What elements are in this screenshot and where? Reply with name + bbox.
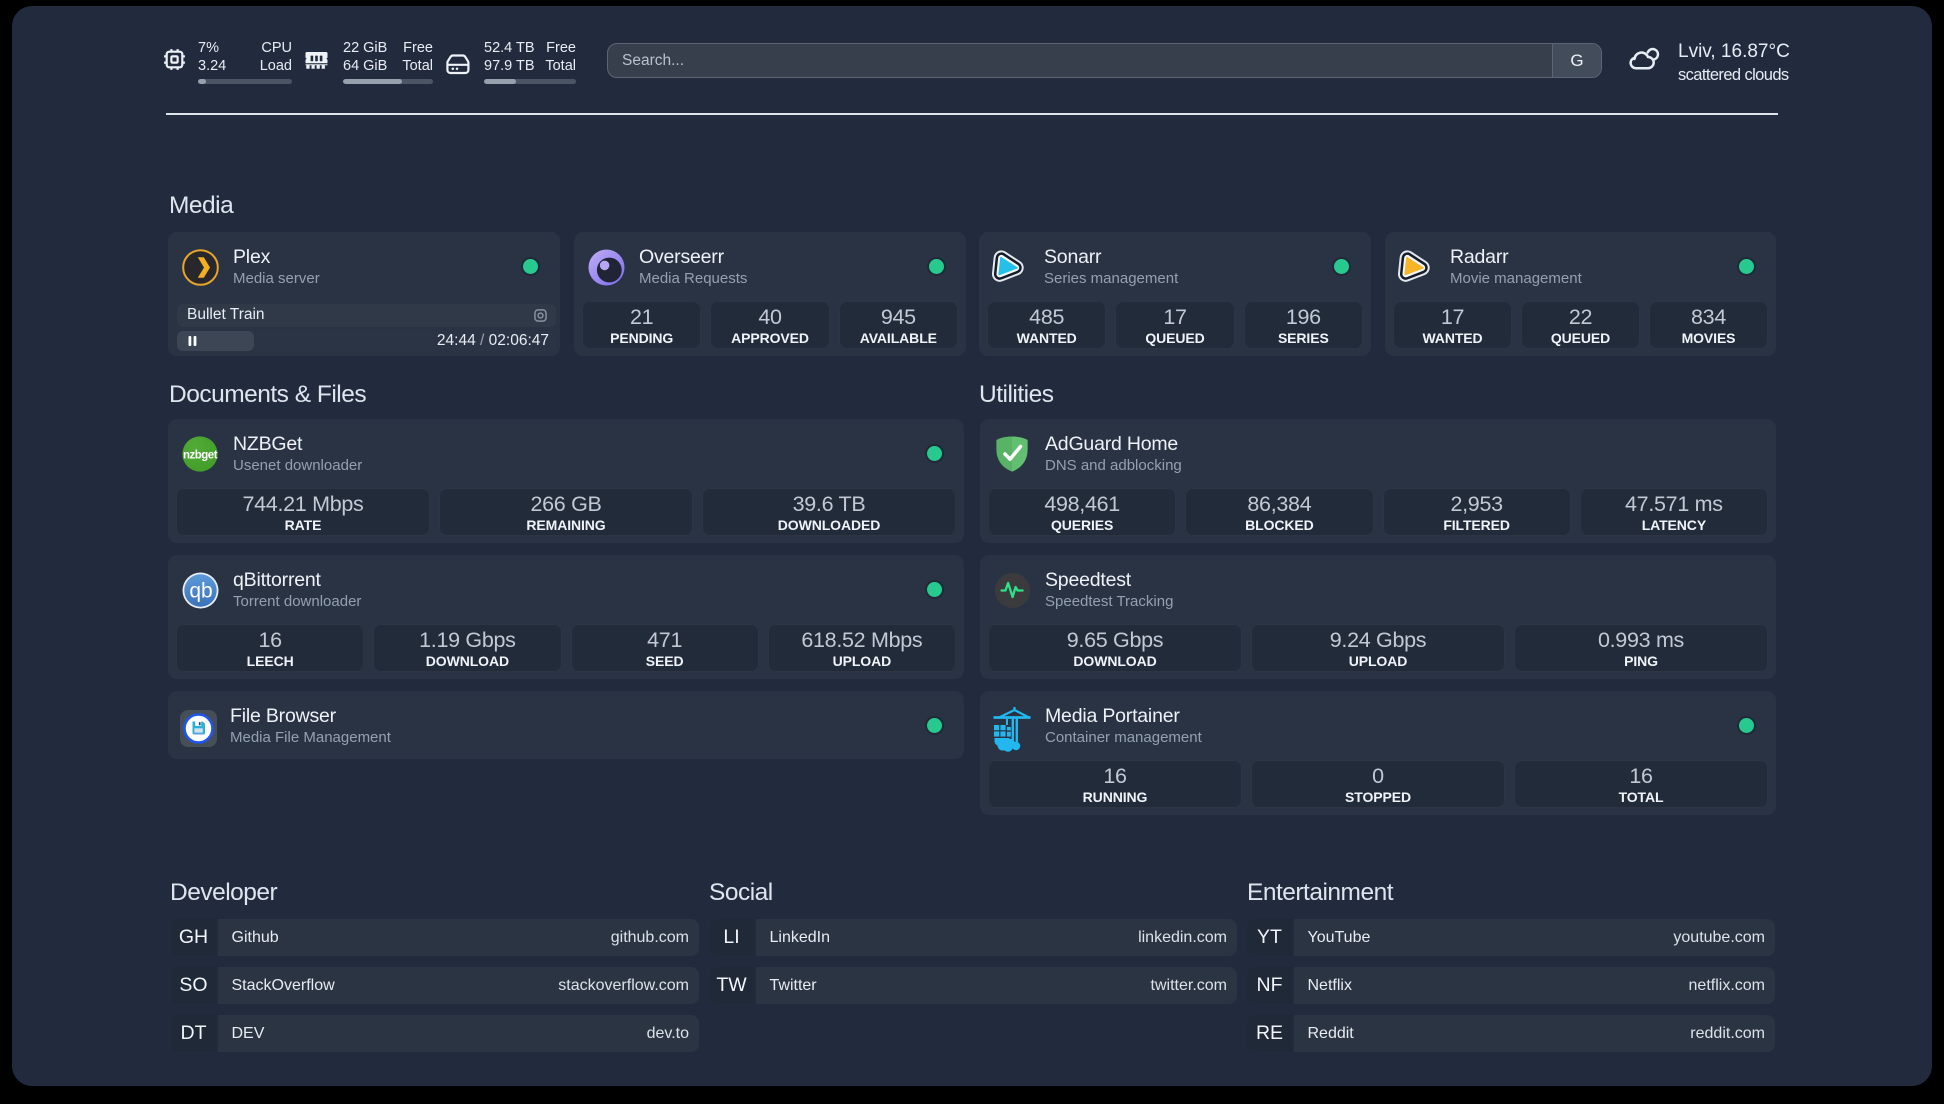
- svg-text:qb: qb: [189, 579, 212, 602]
- svg-text:nzbget: nzbget: [183, 450, 218, 462]
